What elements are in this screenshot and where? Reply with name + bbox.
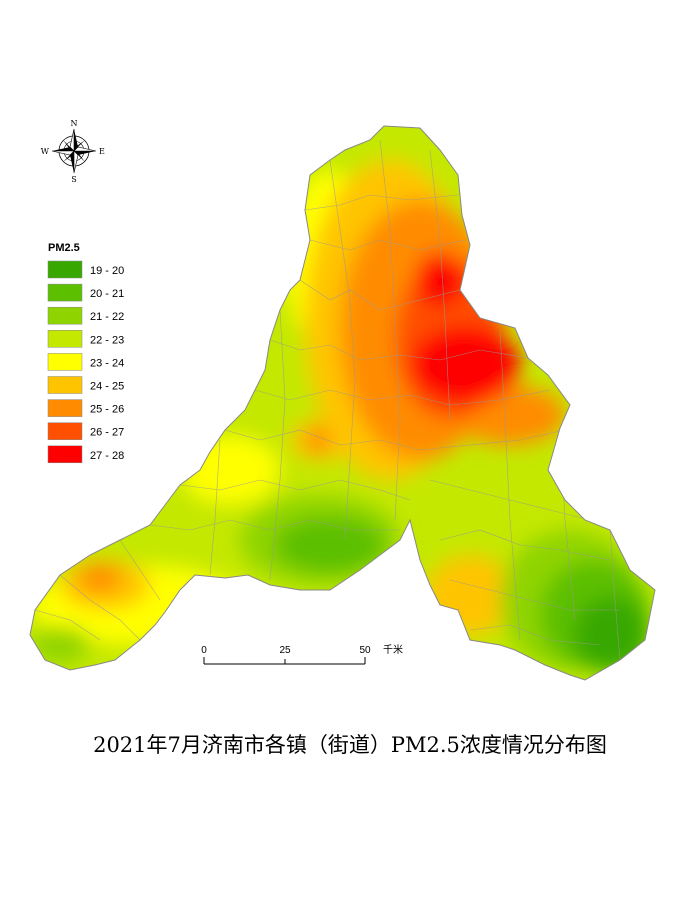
- legend-swatch: [47, 445, 83, 464]
- legend-swatch: [47, 399, 83, 417]
- legend-label: 24 - 25: [90, 381, 124, 393]
- compass-west-label: W: [41, 147, 50, 156]
- map-title: 2021年7月济南市各镇（街道）PM2.5浓度情况分布图: [93, 733, 607, 757]
- scale-unit-label: 千米: [383, 643, 403, 656]
- legend-title: PM2.5: [48, 242, 80, 254]
- legend-label: 23 - 24: [90, 357, 124, 369]
- legend-swatch: [47, 422, 83, 440]
- legend-swatch: [47, 330, 83, 348]
- legend-label: 25 - 26: [90, 404, 124, 416]
- legend-swatch: [47, 260, 83, 279]
- scale-tick-50: 50: [359, 645, 371, 656]
- legend-label: 27 - 28: [90, 450, 124, 462]
- legend-swatch: [47, 283, 83, 302]
- legend-label: 19 - 20: [90, 265, 124, 277]
- legend-swatch: [47, 353, 83, 371]
- legend-items: 19 - 20 20 - 21 21 - 22 22 - 23 23 - 24 24 - …: [47, 260, 124, 464]
- compass-south-label: S: [71, 175, 76, 184]
- legend-label: 21 - 22: [90, 311, 124, 323]
- scale-tick-0: 0: [201, 645, 207, 656]
- compass-east-label: E: [99, 147, 105, 156]
- scale-bar: 0 25 50 千米: [201, 643, 403, 665]
- compass-north-label: N: [71, 119, 78, 128]
- north-arrow-icon: N S E W: [41, 119, 105, 184]
- legend-label: 26 - 27: [90, 427, 124, 439]
- legend-label: 20 - 21: [90, 288, 124, 300]
- legend-swatch: [47, 306, 83, 325]
- township-boundaries: [34, 139, 621, 661]
- scale-tick-25: 25: [279, 645, 291, 656]
- legend: PM2.5 19 - 20 20 - 21 21 - 22 22 - 23 23 - 2…: [47, 242, 124, 464]
- legend-swatch: [47, 376, 83, 394]
- legend-label: 22 - 23: [90, 334, 124, 346]
